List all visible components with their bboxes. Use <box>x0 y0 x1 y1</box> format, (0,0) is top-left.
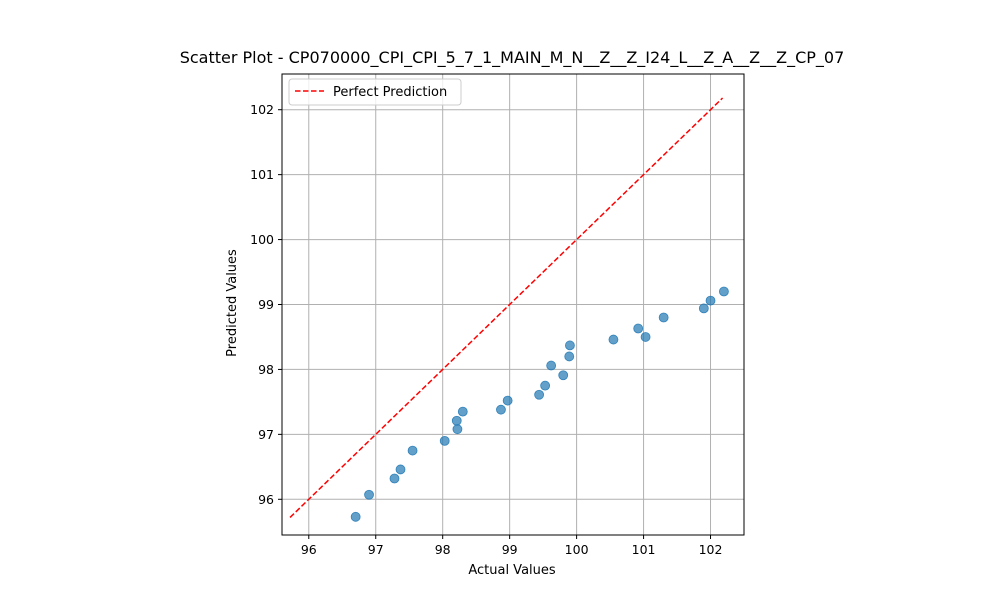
legend-entry-perfect-prediction: Perfect Prediction <box>333 85 447 100</box>
y-axis-ticks: 96 97 98 99 100 101 102 <box>250 102 282 507</box>
y-tick-label: 98 <box>258 362 274 377</box>
y-tick-label: 101 <box>250 167 274 182</box>
x-axis-ticks: 96 97 98 99 100 101 102 <box>301 535 723 557</box>
data-point <box>350 511 361 522</box>
y-tick-label: 99 <box>258 297 274 312</box>
data-point <box>451 415 462 426</box>
data-point <box>546 360 557 371</box>
y-tick-label: 97 <box>258 427 274 442</box>
data-point <box>457 406 468 417</box>
data-point <box>496 404 506 415</box>
data-point <box>564 351 575 362</box>
data-point <box>565 340 575 351</box>
data-point <box>364 489 374 500</box>
data-point <box>452 424 463 435</box>
x-tick-label: 100 <box>565 542 589 557</box>
y-tick-label: 100 <box>250 232 274 247</box>
data-point <box>407 445 418 456</box>
legend: Perfect Prediction <box>288 78 462 106</box>
x-tick-label: 96 <box>301 542 317 557</box>
y-axis-label: Predicted Values <box>225 249 240 357</box>
data-point <box>502 395 513 406</box>
x-tick-label: 101 <box>632 542 656 557</box>
chart-title: Scatter Plot - CP070000_CPI_CPI_5_7_1_MA… <box>180 48 845 68</box>
data-point <box>534 389 545 400</box>
data-point <box>395 464 406 475</box>
legend-box <box>288 78 462 106</box>
grid-lines <box>282 74 744 535</box>
x-tick-label: 102 <box>699 542 723 557</box>
data-point <box>658 312 669 323</box>
x-tick-label: 98 <box>435 542 451 557</box>
x-tick-label: 99 <box>502 542 518 557</box>
y-tick-label: 96 <box>258 492 274 507</box>
data-point <box>439 435 450 446</box>
perfect-prediction-line-layer <box>289 97 724 519</box>
data-point <box>633 323 644 334</box>
data-point <box>540 380 551 391</box>
data-point <box>608 334 619 345</box>
data-point <box>558 370 569 381</box>
data-point <box>640 332 651 342</box>
scatter-points <box>350 286 729 522</box>
x-axis-label: Actual Values <box>468 563 556 578</box>
x-tick-label: 97 <box>368 542 384 557</box>
data-point <box>698 303 709 314</box>
data-point <box>719 286 729 297</box>
perfect-prediction-line <box>289 97 724 519</box>
data-point <box>705 295 716 306</box>
y-tick-label: 102 <box>250 102 274 117</box>
data-point <box>389 473 400 484</box>
